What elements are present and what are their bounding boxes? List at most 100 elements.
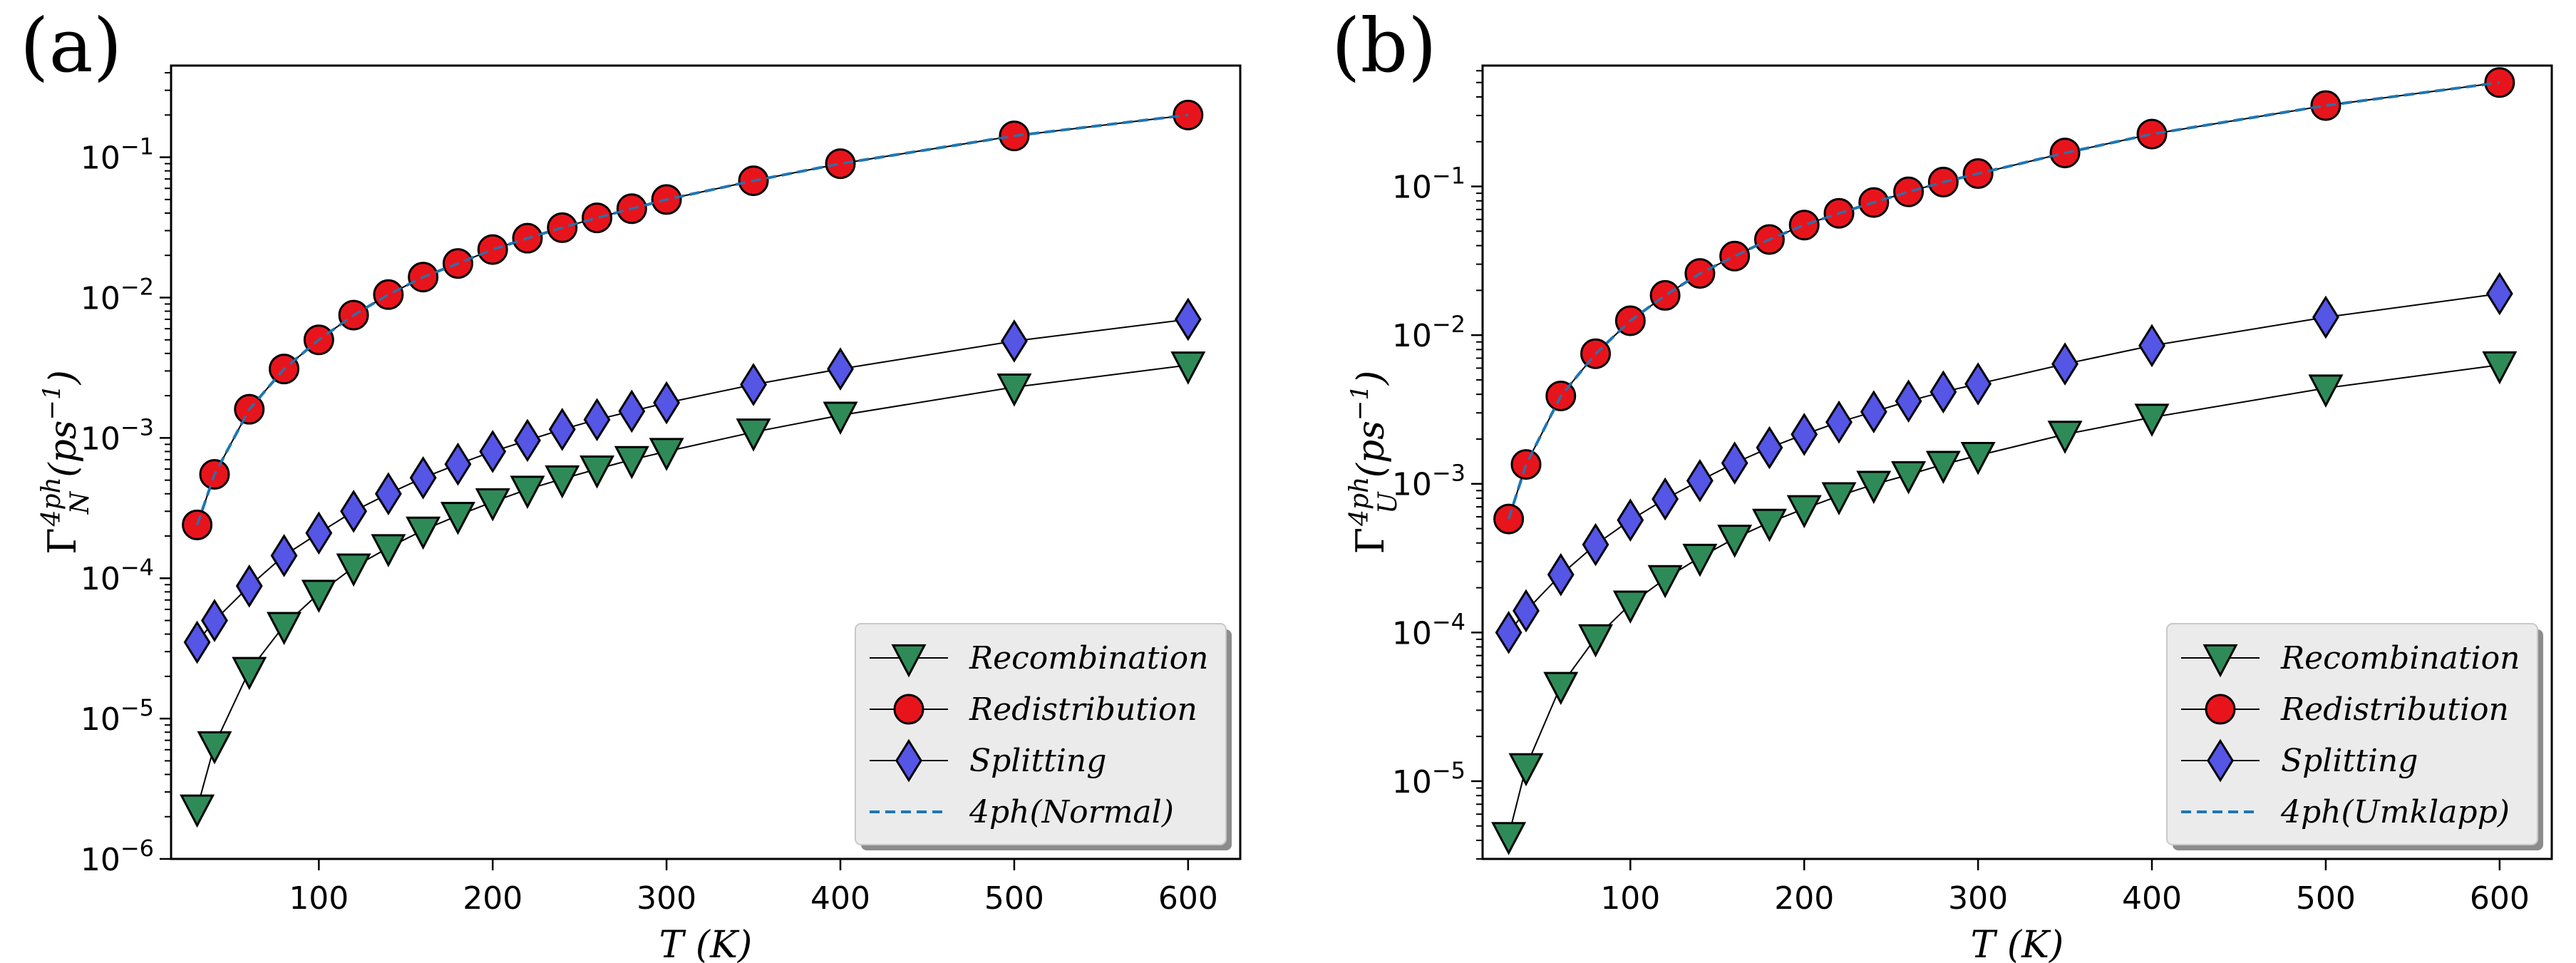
panel-a: (a) 10−6 10−5 10−4 10−3 10−2 10−1 100 200 300 400 5… — [20, 2, 1242, 963]
legend-label-redistribution: Redistribution — [969, 691, 1197, 728]
x-tick-label: 500 — [984, 880, 1044, 917]
y-tick-label: 10−3 — [81, 413, 154, 457]
x-tick-label: 100 — [1600, 880, 1660, 917]
data-point-splitting — [1582, 522, 1609, 567]
data-point-splitting — [653, 381, 681, 425]
data-point-splitting — [2485, 272, 2513, 316]
legend: Recombination Redistribution Splitting 4ph(… — [2166, 623, 2543, 850]
data-point-splitting — [1495, 611, 1523, 654]
data-point-recombination — [406, 516, 441, 550]
y-tick-label: 10−5 — [81, 694, 154, 738]
data-point-splitting — [514, 418, 541, 463]
legend-label-4ph-umklapp: 4ph(Umklapp) — [2280, 794, 2510, 830]
data-point-splitting — [1791, 413, 1818, 456]
data-point-recombination — [1578, 624, 1614, 658]
data-point-splitting — [2312, 295, 2339, 339]
data-point-redistribution — [1893, 176, 1925, 207]
data-point-recombination — [2134, 403, 2170, 437]
data-point-redistribution — [825, 148, 856, 180]
data-point-recombination — [301, 580, 336, 613]
data-point-splitting — [548, 408, 576, 451]
legend-marker — [893, 694, 924, 725]
data-point-splitting — [235, 564, 263, 608]
data-point-splitting — [827, 347, 854, 391]
data-point-recombination — [1612, 590, 1648, 624]
data-point-recombination — [649, 438, 684, 471]
x-tick-label: 200 — [463, 880, 522, 917]
data-point-splitting — [1686, 458, 1714, 503]
data-point-splitting — [409, 455, 437, 500]
data-point-splitting — [1756, 426, 1783, 470]
data-point-splitting — [1930, 370, 1957, 414]
data-point-recombination — [1508, 753, 1544, 787]
x-axis-label: T (K) — [1971, 924, 2064, 963]
x-tick-label: 600 — [2470, 880, 2530, 917]
data-point-recombination — [180, 794, 215, 828]
data-point-redistribution — [373, 279, 404, 310]
panel-label: (b) — [1331, 2, 1437, 89]
data-point-redistribution — [1788, 210, 1820, 241]
data-point-splitting — [1721, 441, 1748, 485]
y-tick-label: 10−4 — [81, 554, 154, 597]
data-point-splitting — [1825, 400, 1853, 444]
data-point-recombination — [545, 465, 580, 499]
legend-box — [855, 623, 1227, 845]
data-point-splitting — [444, 442, 472, 486]
data-point-splitting — [618, 389, 646, 433]
y-tick-label: 10−5 — [1392, 757, 1465, 800]
series-overlay-4ph-normal — [195, 113, 1189, 525]
data-point-redistribution — [582, 202, 613, 234]
data-point-splitting — [2051, 342, 2079, 386]
y-minor-ticks — [165, 72, 171, 818]
x-tick-label: 300 — [1948, 880, 2008, 917]
legend-marker — [895, 738, 922, 783]
data-point-splitting — [479, 430, 507, 473]
data-point-splitting — [1652, 477, 1679, 521]
panel-b: (b) 10−5 10−4 10−3 10−2 10−1 100 200 300 400 500 60… — [1331, 2, 2553, 963]
data-point-redistribution — [2136, 118, 2168, 150]
legend-marker — [2207, 738, 2234, 783]
x-tick-label: 400 — [2122, 880, 2182, 917]
data-point-splitting — [1617, 498, 1644, 542]
data-point-splitting — [1547, 552, 1575, 597]
data-point-redistribution — [2310, 90, 2341, 121]
legend-marker — [891, 644, 927, 678]
legend-label-4ph-normal: 4ph(Normal) — [969, 794, 1174, 830]
x-tick-label: 600 — [1158, 880, 1218, 917]
data-point-recombination — [736, 418, 771, 452]
data-point-splitting — [1513, 589, 1540, 633]
data-point-recombination — [336, 553, 371, 587]
data-point-redistribution — [477, 234, 508, 265]
data-point-recombination — [1786, 495, 1822, 529]
legend: Recombination Redistribution Splitting 4ph(… — [855, 623, 1232, 850]
legend-label-recombination: Recombination — [969, 640, 1208, 676]
data-point-splitting — [183, 620, 211, 664]
data-point-splitting — [201, 599, 228, 642]
data-point-recombination — [1682, 543, 1718, 577]
data-point-recombination — [1647, 565, 1683, 599]
y-tick-label: 10−6 — [81, 835, 154, 878]
data-point-recombination — [440, 502, 475, 535]
data-point-splitting — [1964, 362, 1992, 406]
data-point-redistribution — [1493, 503, 1525, 535]
x-tick-label: 200 — [1774, 880, 1834, 917]
data-point-recombination — [2308, 374, 2344, 408]
data-point-splitting — [305, 511, 333, 555]
legend-box — [2166, 623, 2538, 845]
data-point-splitting — [1000, 319, 1028, 363]
data-point-recombination — [2482, 351, 2518, 385]
panel-label: (a) — [20, 2, 122, 89]
y-tick-label: 10−1 — [1392, 163, 1465, 206]
x-tick-label: 500 — [2296, 880, 2356, 917]
y-tick-label: 10−3 — [1392, 460, 1465, 503]
y-tick-label: 10−1 — [81, 133, 154, 177]
data-point-recombination — [1717, 525, 1753, 558]
data-point-splitting — [2138, 324, 2165, 368]
data-point-recombination — [197, 731, 232, 765]
markers-splitting — [1495, 272, 2513, 654]
markers-redistribution — [182, 99, 1204, 540]
markers-recombination — [180, 351, 1206, 828]
data-point-recombination — [232, 656, 267, 691]
data-point-recombination — [1751, 508, 1787, 542]
